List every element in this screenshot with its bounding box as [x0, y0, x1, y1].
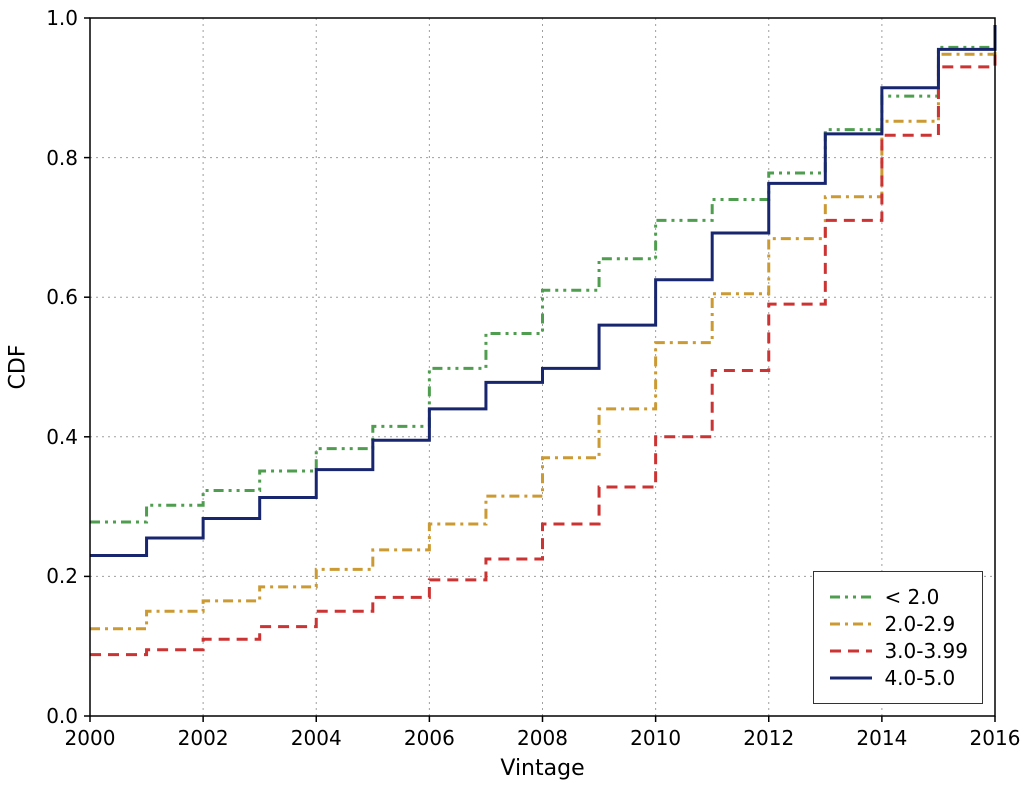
- x-tick-label: 2012: [743, 726, 794, 750]
- y-tick-label: 0.8: [46, 146, 78, 170]
- legend-label: 3.0-3.99: [884, 639, 968, 663]
- legend-entry: < 2.0: [828, 585, 968, 609]
- legend-entry: 3.0-3.99: [828, 639, 968, 663]
- legend-label: < 2.0: [884, 585, 939, 609]
- legend-swatch: [828, 590, 874, 604]
- legend-swatch: [828, 617, 874, 631]
- legend-swatch: [828, 644, 874, 658]
- plot-area: < 2.0 2.0-2.9 3.0-3.99 4.0-5.0: [90, 18, 995, 716]
- legend-entry: 2.0-2.9: [828, 612, 968, 636]
- y-tick-label: 0.6: [46, 285, 78, 309]
- legend: < 2.0 2.0-2.9 3.0-3.99 4.0-5.0: [813, 571, 983, 704]
- x-tick-label: 2002: [178, 726, 229, 750]
- y-tick-label: 0.0: [46, 704, 78, 728]
- x-tick-label: 2006: [404, 726, 455, 750]
- x-tick-label: 2004: [291, 726, 342, 750]
- x-tick-label: 2010: [630, 726, 681, 750]
- x-tick-label: 2000: [65, 726, 116, 750]
- legend-label: 2.0-2.9: [884, 612, 955, 636]
- figure: < 2.02.0-2.93.0-3.994.0-5.0 Vintage CDF …: [0, 0, 1024, 793]
- y-tick-label: 1.0: [46, 6, 78, 30]
- x-axis-label: Vintage: [90, 756, 995, 781]
- y-tick-label: 0.4: [46, 425, 78, 449]
- legend-entry: 4.0-5.0: [828, 666, 968, 690]
- x-tick-label: 2014: [856, 726, 907, 750]
- x-tick-label: 2016: [970, 726, 1021, 750]
- y-axis-label: CDF: [6, 18, 31, 716]
- legend-label: 4.0-5.0: [884, 666, 955, 690]
- x-tick-label: 2008: [517, 726, 568, 750]
- legend-swatch: [828, 671, 874, 685]
- y-tick-label: 0.2: [46, 564, 78, 588]
